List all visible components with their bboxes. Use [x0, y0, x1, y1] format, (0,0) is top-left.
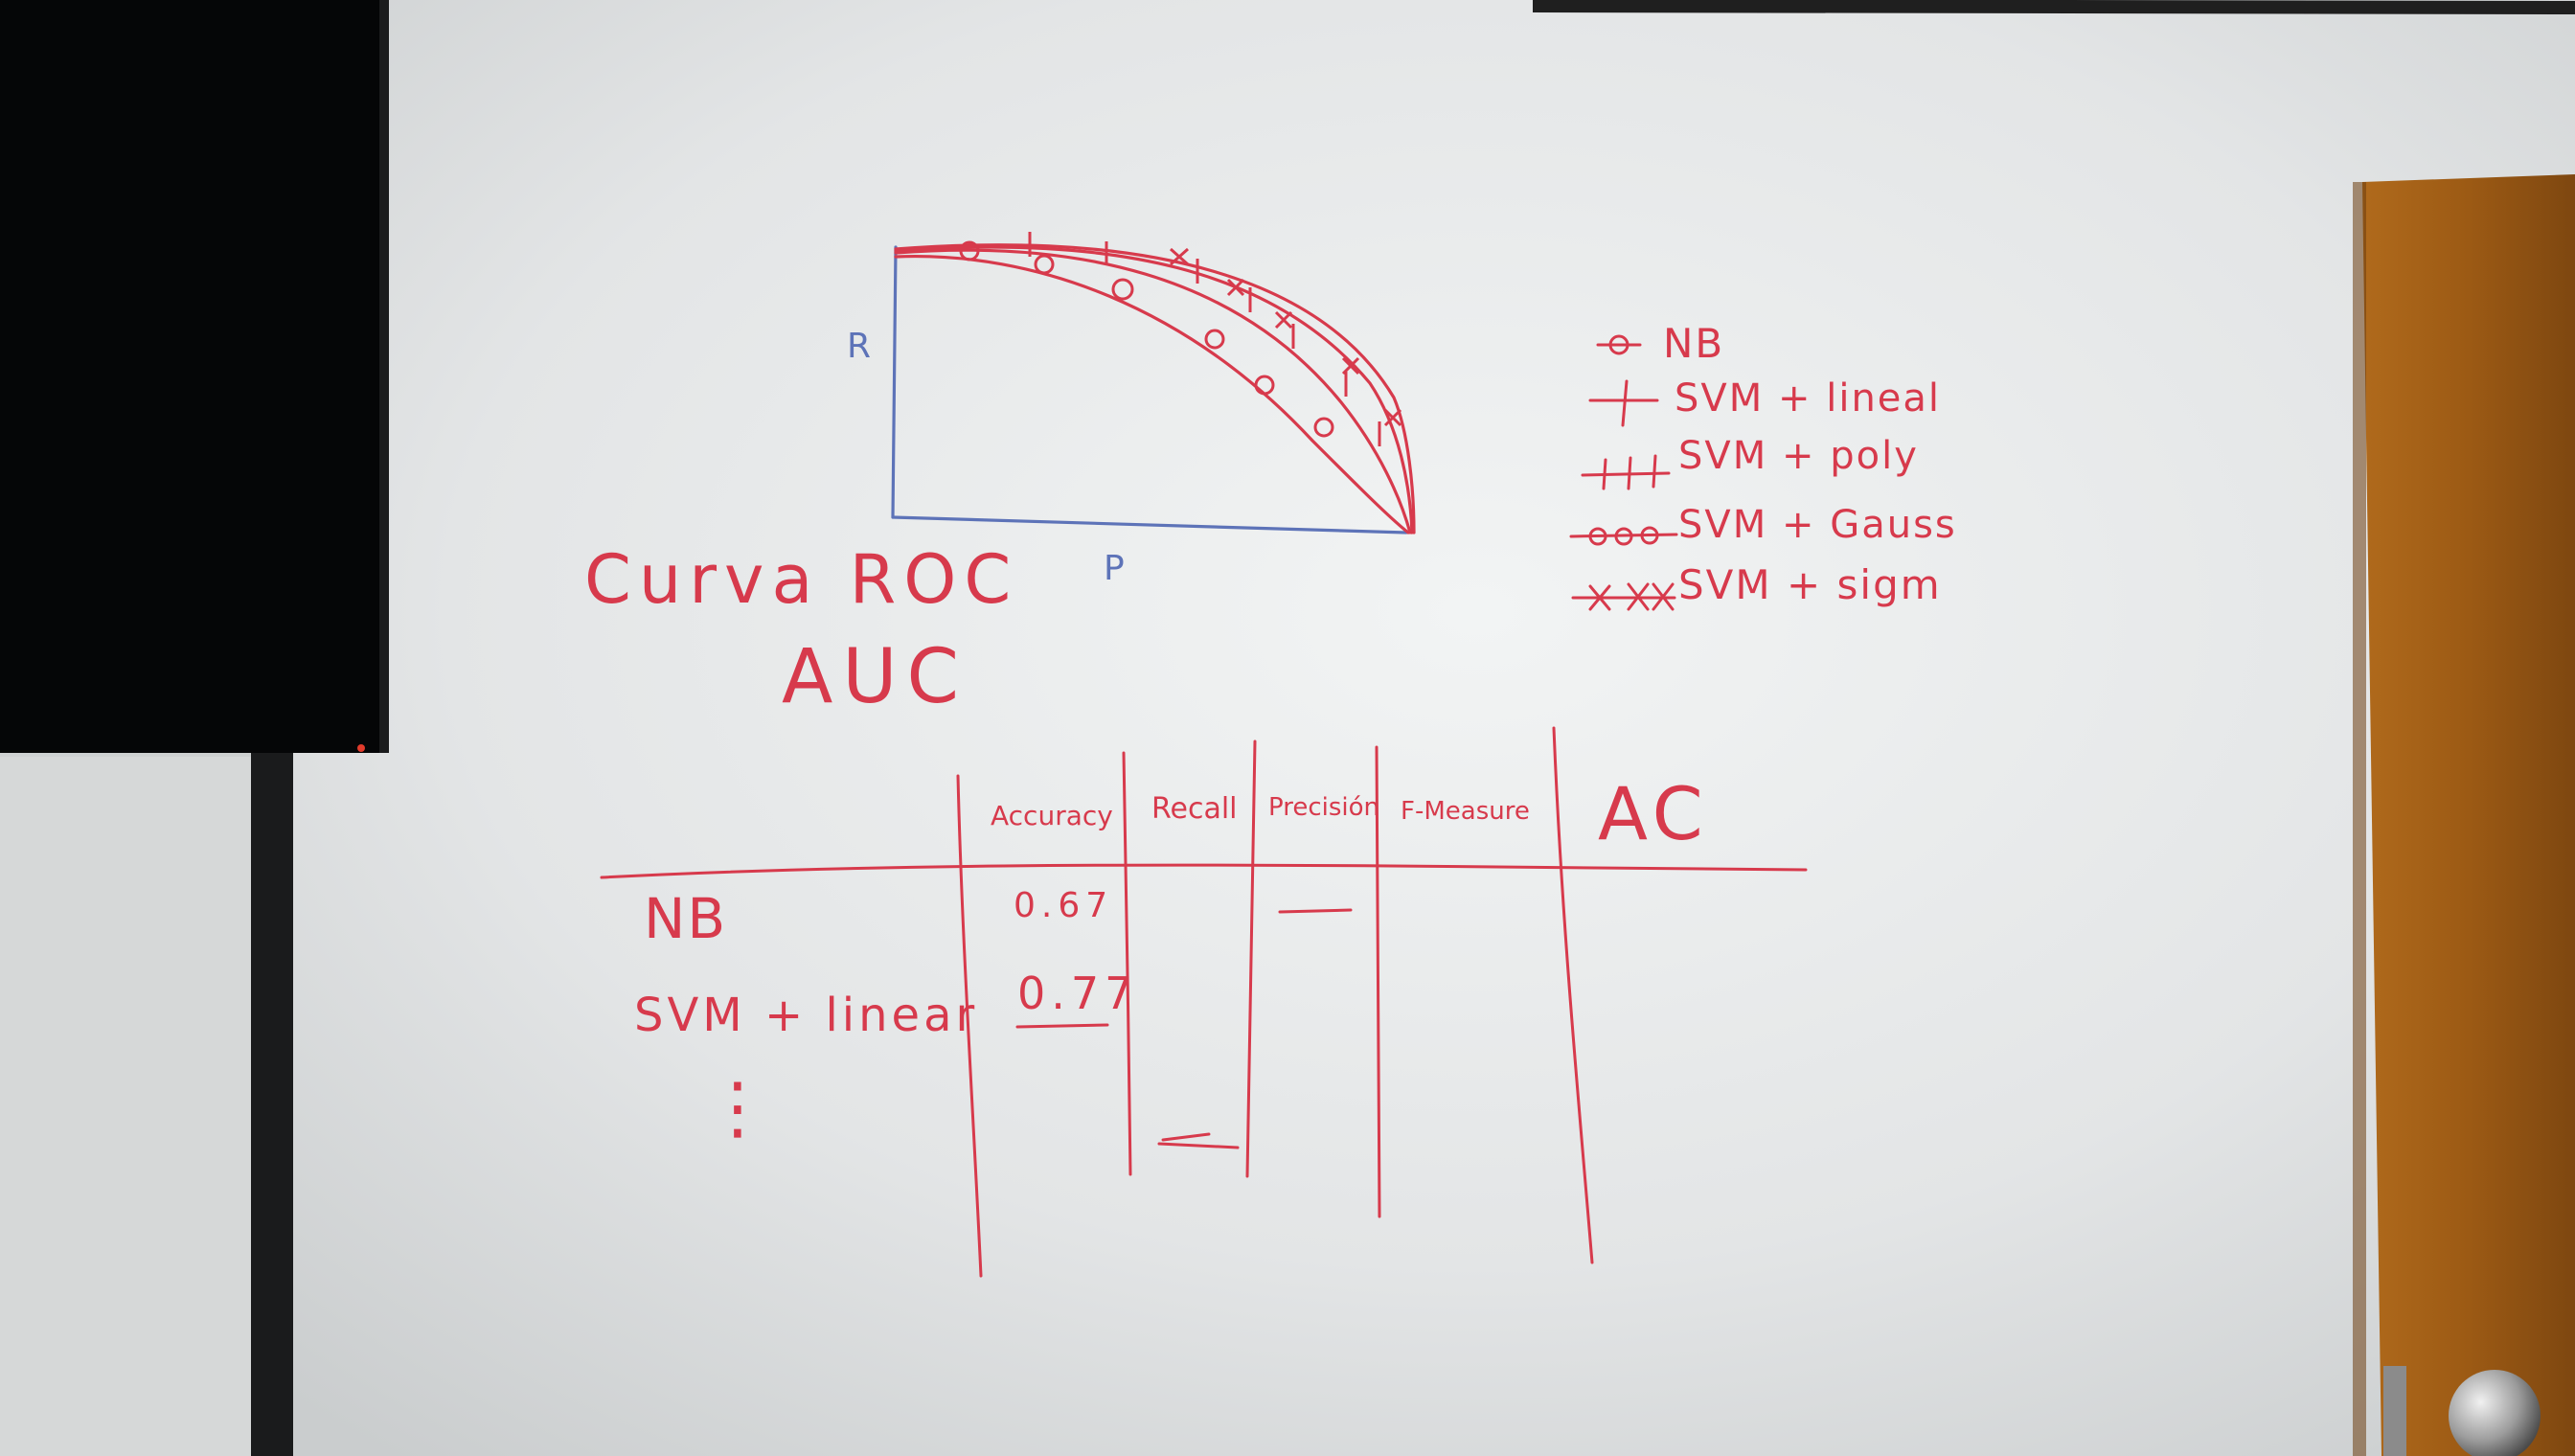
legend-label-svm-poly: SVM + poly — [1678, 434, 1919, 478]
legend-markers — [1569, 334, 1678, 611]
roc-title: Curva ROC — [584, 540, 1019, 619]
precision-nb-dash — [1278, 908, 1353, 914]
curve-marker-circle — [959, 240, 980, 262]
curve-marker-asterisk — [1170, 247, 1402, 427]
table-cell-nb-accuracy: 0.67 — [1014, 886, 1114, 925]
legend-marker-svm-linear — [1588, 379, 1659, 427]
roc-curve-svm-sigm — [894, 243, 1416, 535]
curve-marker-circle — [1313, 417, 1334, 438]
legend-label-svm-linear: SVM + lineal — [1675, 376, 1942, 421]
tv-bezel-edge — [379, 0, 389, 753]
table-header-accuracy: Accuracy — [991, 800, 1113, 831]
table-ellipsis: ⋮ — [703, 1067, 774, 1148]
table-col-divider — [1552, 726, 1594, 1264]
board-top-edge — [1532, 0, 2575, 14]
legend-marker-svm-gauss — [1569, 526, 1678, 546]
roc-curves — [894, 243, 1416, 535]
table-col-divider — [1375, 745, 1381, 1218]
table-col-divider — [1245, 739, 1257, 1178]
plot-y-axis-label: R — [847, 327, 874, 366]
door-latch-plate — [2383, 1366, 2406, 1456]
roc-curve-svm-linear — [894, 248, 1412, 535]
table-row-label-nb: NB — [644, 886, 728, 951]
table-header-ac: AC — [1598, 771, 1709, 856]
curve-marker-circle — [1034, 254, 1055, 275]
roc-curve-nb — [894, 254, 1410, 535]
table-header-f-measure: F-Measure — [1401, 797, 1530, 826]
table-header-precision: Precisión — [1268, 793, 1380, 822]
curve-marker-circle — [1111, 278, 1134, 301]
legend-marker-nb — [1596, 334, 1642, 355]
table-header-recall: Recall — [1151, 792, 1238, 826]
tv-power-led — [357, 744, 365, 752]
auc-subtitle: AUC — [782, 634, 968, 720]
plot-x-axis-label: P — [1104, 549, 1127, 588]
legend-label-svm-sigm: SVM + sigm — [1678, 561, 1942, 608]
plot-x-axis — [891, 515, 1408, 535]
curve-marker-circle — [1254, 375, 1275, 396]
tv-monitor — [0, 0, 389, 753]
plot-y-axis — [891, 245, 898, 519]
table-header-rule — [600, 863, 1808, 879]
left-wall-trim — [251, 738, 293, 1456]
curve-marker-circle — [1204, 329, 1225, 350]
legend-marker-svm-sigm — [1571, 582, 1676, 611]
legend-label-svm-gauss: SVM + Gauss — [1678, 503, 1957, 547]
door — [2362, 174, 2575, 1456]
table-row-label-svm-linear: SVM + linear — [634, 989, 979, 1042]
table-col-divider — [1122, 751, 1132, 1176]
table-grid — [600, 726, 1808, 1278]
lower-left-wall-panel — [0, 757, 259, 1456]
legend-marker-svm-poly — [1581, 454, 1671, 490]
door-knob — [2449, 1370, 2541, 1456]
door-frame-shadow — [2353, 182, 2366, 1456]
legend-label-nb: NB — [1663, 320, 1725, 367]
roc-curve-markers — [959, 232, 1402, 446]
curve-marker-tick — [1028, 232, 1381, 446]
whiteboard-surface — [287, 0, 2575, 1456]
roc-curve-svm-poly — [894, 245, 1414, 535]
accuracy-underline — [1015, 1023, 1109, 1029]
table-cell-svm-linear-accuracy: 0.77 — [1017, 967, 1139, 1019]
recall-dash — [1157, 1132, 1240, 1149]
table-col-divider — [956, 774, 983, 1278]
